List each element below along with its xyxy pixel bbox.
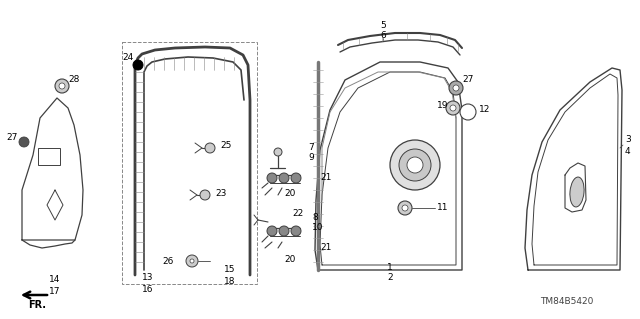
- Circle shape: [453, 85, 459, 91]
- Circle shape: [267, 226, 277, 236]
- Ellipse shape: [570, 177, 584, 207]
- Circle shape: [291, 173, 301, 183]
- Text: 5: 5: [380, 21, 386, 31]
- Text: 3: 3: [625, 136, 631, 145]
- Circle shape: [449, 81, 463, 95]
- Circle shape: [460, 104, 476, 120]
- Text: 13: 13: [142, 273, 154, 283]
- Text: 22: 22: [292, 209, 303, 218]
- Circle shape: [279, 226, 289, 236]
- Text: 24: 24: [122, 53, 133, 62]
- Text: 4: 4: [625, 147, 630, 157]
- Circle shape: [446, 101, 460, 115]
- Text: 20: 20: [284, 256, 296, 264]
- Text: 17: 17: [49, 287, 61, 296]
- Circle shape: [205, 143, 215, 153]
- Text: 20: 20: [284, 189, 296, 197]
- Text: 19: 19: [436, 101, 448, 110]
- Text: 12: 12: [479, 106, 490, 115]
- Text: FR.: FR.: [28, 300, 46, 310]
- Circle shape: [19, 137, 29, 147]
- Circle shape: [398, 201, 412, 215]
- Text: 8: 8: [312, 213, 317, 222]
- Circle shape: [407, 157, 423, 173]
- Text: 25: 25: [220, 142, 232, 151]
- Text: TM84B5420: TM84B5420: [540, 298, 593, 307]
- Text: 2: 2: [387, 273, 393, 283]
- Text: 21: 21: [320, 174, 332, 182]
- Circle shape: [399, 149, 431, 181]
- Text: 11: 11: [437, 203, 449, 211]
- Text: 27: 27: [462, 76, 474, 85]
- Text: 16: 16: [142, 286, 154, 294]
- Circle shape: [402, 205, 408, 211]
- Text: 10: 10: [312, 224, 323, 233]
- Text: 9: 9: [308, 153, 314, 162]
- Circle shape: [59, 83, 65, 89]
- Text: 28: 28: [68, 76, 79, 85]
- Bar: [122, 42, 257, 284]
- Text: 26: 26: [163, 256, 174, 265]
- Text: 21: 21: [320, 243, 332, 253]
- Text: 7: 7: [308, 144, 314, 152]
- Text: 18: 18: [224, 278, 236, 286]
- Text: 27: 27: [6, 133, 17, 143]
- Circle shape: [274, 148, 282, 156]
- Bar: [38, 148, 60, 165]
- Text: 6: 6: [380, 32, 386, 41]
- Circle shape: [200, 190, 210, 200]
- Circle shape: [133, 60, 143, 70]
- Circle shape: [450, 105, 456, 111]
- Text: 15: 15: [224, 265, 236, 275]
- Circle shape: [390, 140, 440, 190]
- Text: 14: 14: [49, 276, 61, 285]
- Circle shape: [190, 259, 194, 263]
- Circle shape: [279, 173, 289, 183]
- Circle shape: [267, 173, 277, 183]
- Circle shape: [186, 255, 198, 267]
- Text: 23: 23: [215, 189, 227, 197]
- Circle shape: [291, 226, 301, 236]
- Text: 1: 1: [387, 263, 393, 272]
- Circle shape: [55, 79, 69, 93]
